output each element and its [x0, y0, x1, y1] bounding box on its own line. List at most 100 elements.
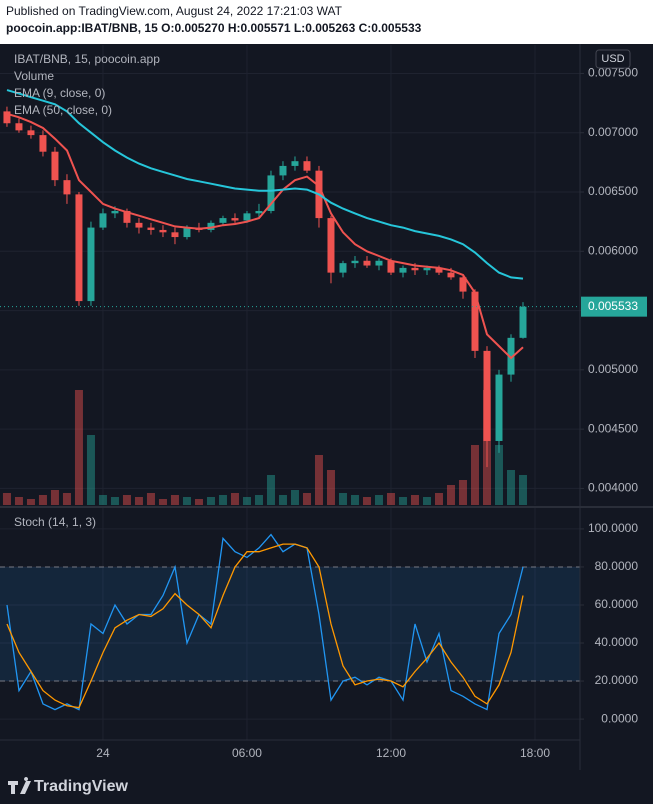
y-tick-label: 40.0000: [595, 635, 639, 649]
y-tick-label: 0.007500: [588, 66, 638, 80]
currency-button: [595, 49, 631, 69]
y-tick-label: 20.0000: [595, 673, 639, 687]
volume-bar: [494, 445, 503, 505]
candle-body: [135, 222, 143, 228]
volume-bar: [194, 499, 203, 505]
volume-bar: [206, 497, 215, 505]
candle-body: [471, 291, 479, 351]
volume-bar: [446, 485, 455, 505]
candle-body: [447, 272, 455, 278]
volume-bar: [254, 495, 263, 505]
legend-volume: Volume: [14, 69, 54, 83]
legend-title: IBAT/BNB, 15, poocoin.app: [14, 52, 160, 66]
volume-bar: [122, 495, 131, 505]
volume-bar: [422, 497, 431, 505]
volume-bar: [170, 495, 179, 505]
volume-bar: [158, 499, 167, 505]
candle-body: [51, 151, 59, 181]
candle-body: [171, 232, 179, 238]
candle-body: [423, 267, 431, 271]
legend-entry: EMA (50, close, 0): [14, 103, 112, 117]
volume-bar: [134, 497, 143, 505]
volume-bar: [506, 470, 515, 505]
candle-body: [243, 213, 251, 221]
candle-body: [279, 165, 287, 176]
ema-line: [6, 112, 524, 360]
volume-bar: [146, 493, 155, 505]
volume-bar: [302, 493, 311, 505]
plot-layer: [0, 45, 580, 740]
published-text: Published on TradingView.com, August 24,…: [6, 4, 343, 18]
volume-bar: [182, 497, 191, 505]
candle-body: [351, 260, 359, 264]
candle-body: [39, 135, 47, 152]
candle-body: [495, 374, 503, 441]
y-tick-label: 80.0000: [595, 559, 639, 573]
candle-body: [399, 267, 407, 273]
symbol-line: poocoin.app:IBAT/BNB, 15 O:0.005270 H:0.…: [6, 21, 422, 35]
y-tick-label: 60.0000: [595, 597, 639, 611]
volume-bar: [338, 493, 347, 505]
candle-body: [411, 267, 419, 271]
candle-body: [27, 130, 35, 136]
y-tick-label: 0.004500: [588, 421, 638, 435]
volume-bar: [266, 475, 275, 505]
candle-body: [3, 111, 11, 124]
last-price-box: [581, 296, 647, 317]
volume-bar: [278, 495, 287, 505]
candle-body: [147, 227, 155, 230]
volume-bar: [230, 493, 239, 505]
volume-bar: [314, 455, 323, 505]
candle-body: [483, 350, 491, 441]
x-tick-label: 12:00: [376, 746, 406, 760]
volume-bar: [374, 495, 383, 505]
volume-bar: [14, 497, 23, 505]
header-bar: [0, 0, 653, 44]
candle-body: [183, 227, 191, 238]
volume-bar: [98, 495, 107, 505]
legend-entry: EMA (9, close, 0): [14, 86, 105, 100]
candle-body: [255, 210, 263, 214]
volume-bar: [50, 490, 59, 505]
volume-bar: [398, 497, 407, 505]
stoch-line: [6, 543, 524, 709]
volume-bar: [386, 493, 395, 505]
candle-body: [387, 260, 395, 273]
candle-body: [339, 263, 347, 273]
footer-brand: TradingView: [34, 778, 129, 795]
volume-bar: [74, 390, 83, 505]
y-tick-label: 0.007000: [588, 125, 638, 139]
y-tick-label: 0.0000: [601, 711, 638, 725]
volume-bar: [38, 495, 47, 505]
candle-body: [75, 194, 83, 302]
volume-bar: [470, 445, 479, 505]
candle-body: [87, 227, 95, 302]
candle-body: [303, 161, 311, 171]
volume-bar: [26, 499, 35, 505]
x-tick-label: 18:00: [520, 746, 550, 760]
x-tick-label: 06:00: [232, 746, 262, 760]
candle-body: [507, 337, 515, 375]
candle-body: [111, 210, 119, 214]
volume-bar: [350, 495, 359, 505]
candle-body: [291, 161, 299, 166]
volume-bar: [110, 497, 119, 505]
candle-body: [99, 213, 107, 228]
candle-body: [219, 218, 227, 223]
candle-body: [159, 229, 167, 233]
candle-body: [207, 222, 215, 230]
volume-bar: [326, 470, 335, 505]
y-tick-label: 0.004000: [588, 481, 638, 495]
last-price-label: 0.005533: [588, 299, 638, 313]
stoch-line: [6, 533, 524, 711]
candle-body: [519, 306, 527, 338]
candle-body: [375, 260, 383, 266]
volume-bar: [410, 495, 419, 505]
candle-body: [459, 277, 467, 292]
volume-bar: [62, 493, 71, 505]
candle-body: [231, 218, 239, 221]
x-tick-label: 24: [96, 746, 110, 760]
y-tick-label: 0.006000: [588, 243, 638, 257]
volume-bar: [218, 495, 227, 505]
